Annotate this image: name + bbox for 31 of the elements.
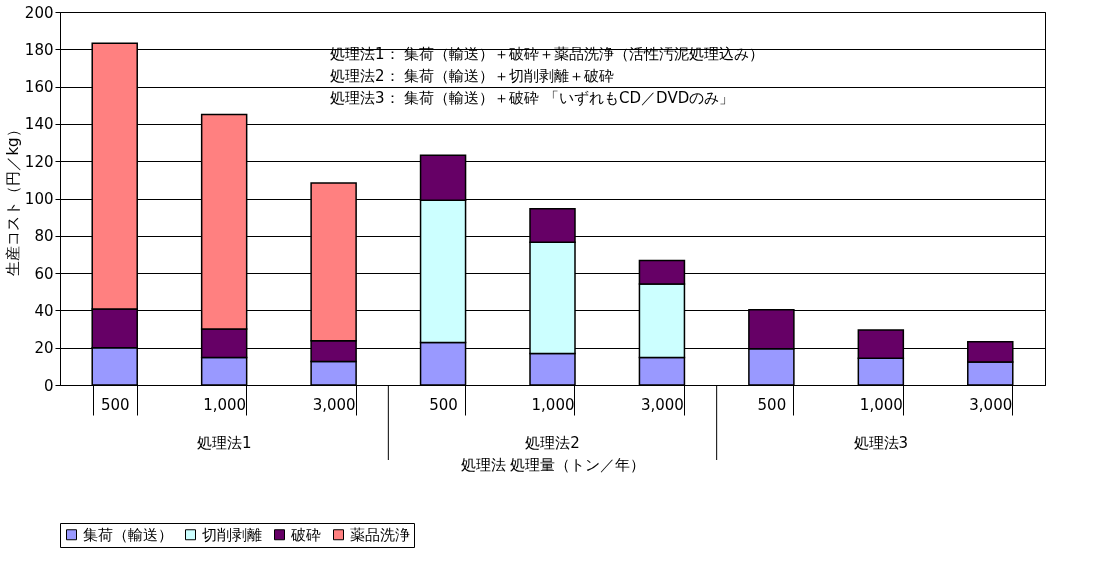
y-tick-label: 100	[24, 190, 54, 208]
x-tick-label: 3,000	[969, 395, 1013, 414]
y-tick-label: 60	[34, 264, 54, 283]
y-tick-label: 200	[24, 3, 54, 22]
x-tick-label: 1,000	[859, 395, 903, 414]
y-tick-label: 120	[24, 152, 54, 171]
y-tick-label: 160	[24, 78, 54, 97]
y-tick-label: 80	[34, 227, 54, 246]
x-tick-label: 3,000	[312, 395, 356, 414]
y-tick-label: 140	[24, 115, 54, 134]
x-tick-label: 1,000	[531, 395, 575, 414]
x-axis-title: 処理法 処理量（トン／年）	[460, 456, 646, 474]
legend-label: 薬品洗浄	[350, 525, 410, 544]
y-tick-label: 0	[43, 376, 54, 395]
text: 処理法1	[196, 434, 252, 452]
x-tick-label: 500	[429, 395, 458, 414]
x-tick-label: 1,000	[203, 395, 247, 414]
legend-label: 破砕	[290, 525, 321, 544]
annotation: 処理法2： 集荷（輸送）＋切削剥離＋破砕	[330, 67, 615, 85]
legend-label: 切削剥離	[202, 525, 262, 544]
y-tick-label: 180	[24, 40, 54, 59]
y-axis-title: 生産コスト（円／kg）	[3, 122, 22, 276]
y-tick-label: 40	[34, 301, 54, 320]
x-tick-label: 3,000	[640, 395, 684, 414]
y-tick-label: 20	[34, 339, 54, 358]
text: 処理法3	[853, 434, 909, 452]
annotation: 処理法3： 集荷（輸送）＋破砕 「いずれもCD／DVDのみ」	[330, 89, 735, 107]
text: 処理法2	[525, 434, 580, 452]
x-tick-label: 500	[757, 395, 787, 414]
x-tick-label: 500	[100, 395, 130, 414]
legend-label: 集荷（輸送）	[83, 525, 173, 544]
